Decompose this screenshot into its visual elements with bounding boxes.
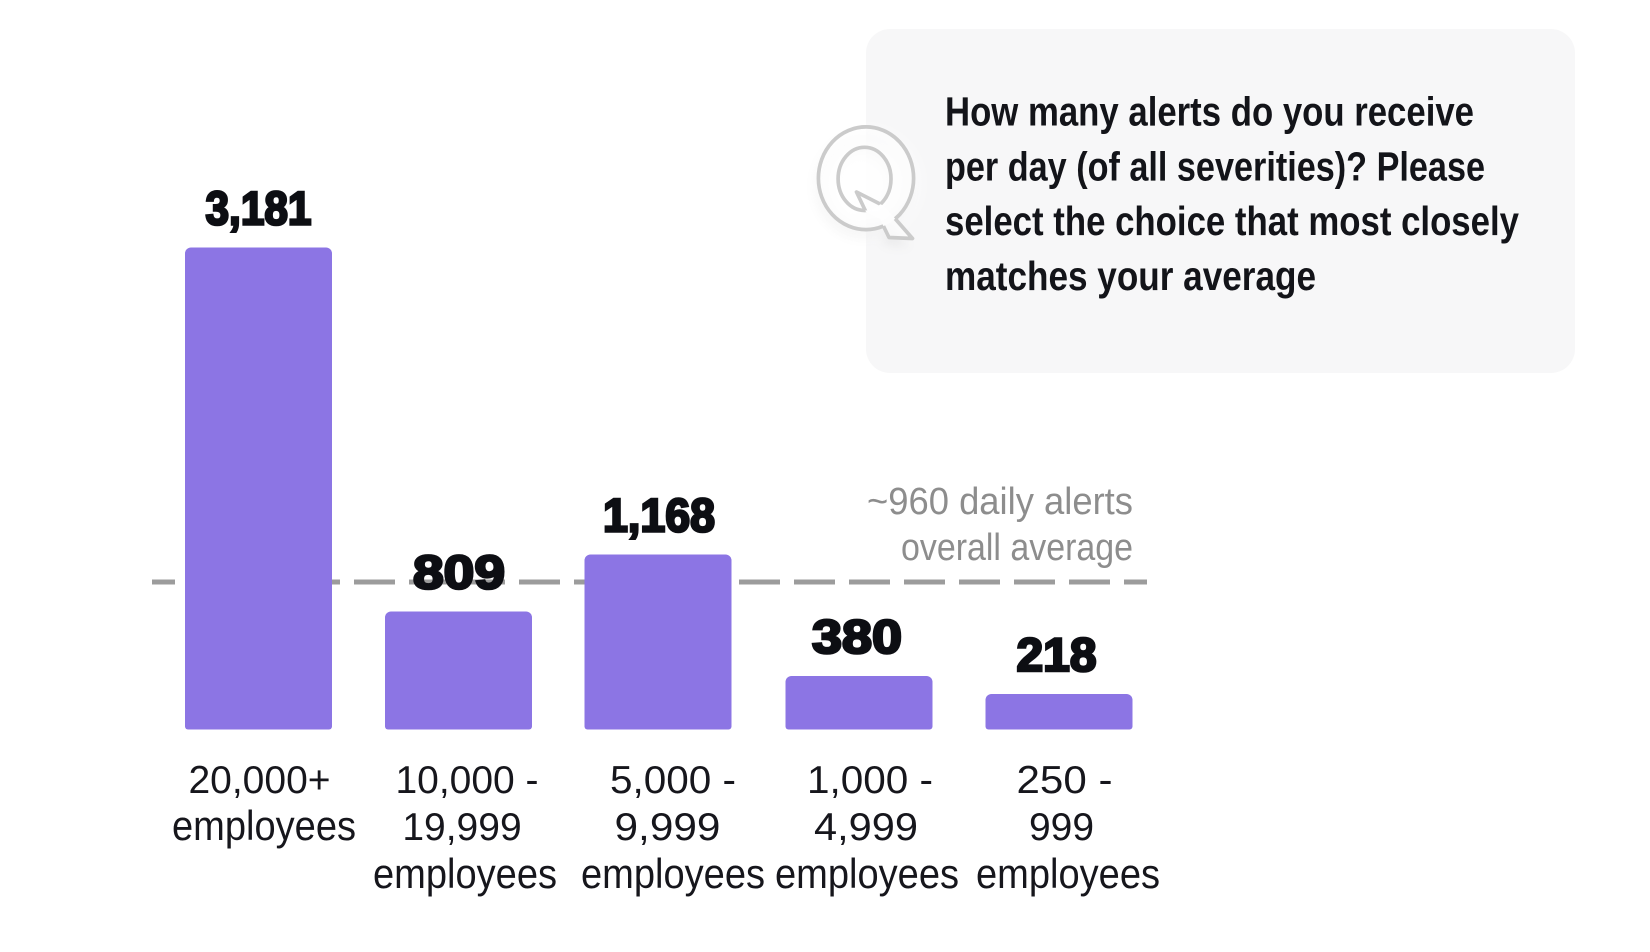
svg-text:1,168: 1,168 xyxy=(603,489,715,542)
svg-text:5,000 -: 5,000 - xyxy=(610,759,736,802)
svg-text:overall average: overall average xyxy=(901,527,1133,569)
svg-text:218: 218 xyxy=(1017,628,1097,681)
svg-text:matches your average: matches your average xyxy=(945,253,1316,299)
svg-text:19,999: 19,999 xyxy=(402,806,521,849)
svg-text:9,999: 9,999 xyxy=(615,806,721,849)
svg-text:809: 809 xyxy=(413,545,505,598)
svg-text:999: 999 xyxy=(1029,806,1094,849)
svg-text:1,000 -: 1,000 - xyxy=(807,759,933,802)
svg-text:380: 380 xyxy=(812,610,902,663)
svg-text:per day (of all severities)? P: per day (of all severities)? Please xyxy=(945,144,1485,190)
svg-text:employees: employees xyxy=(172,802,356,849)
svg-text:employees: employees xyxy=(976,850,1160,897)
svg-text:10,000 -: 10,000 - xyxy=(395,759,538,802)
svg-text:3,181: 3,181 xyxy=(206,182,312,235)
svg-text:20,000+: 20,000+ xyxy=(188,759,330,802)
svg-text:How many alerts do you receive: How many alerts do you receive xyxy=(945,89,1474,135)
svg-text:employees: employees xyxy=(581,850,765,897)
svg-text:employees: employees xyxy=(373,850,557,897)
svg-text:4,999: 4,999 xyxy=(814,806,918,849)
svg-text:employees: employees xyxy=(775,850,959,897)
svg-text:select the choice that most cl: select the choice that most closely xyxy=(945,198,1519,244)
svg-text:250 -: 250 - xyxy=(1017,759,1113,802)
svg-text:~960 daily alerts: ~960 daily alerts xyxy=(867,481,1133,523)
